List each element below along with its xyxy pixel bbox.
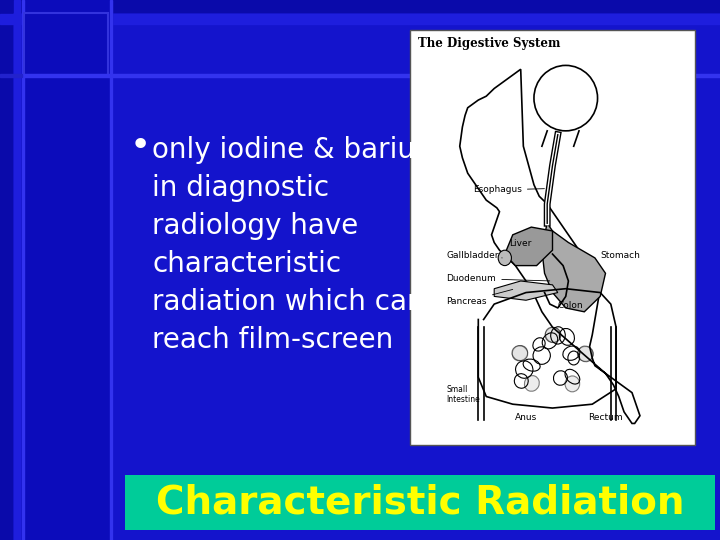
Ellipse shape xyxy=(578,346,593,362)
Ellipse shape xyxy=(577,347,593,361)
Text: Pancreas: Pancreas xyxy=(446,289,513,306)
Ellipse shape xyxy=(565,376,580,392)
Text: Small
Intestine: Small Intestine xyxy=(446,385,480,404)
Text: reach film-screen: reach film-screen xyxy=(152,326,393,354)
Polygon shape xyxy=(542,223,606,312)
Bar xyxy=(110,0,112,540)
Text: The Digestive System: The Digestive System xyxy=(418,37,560,51)
Bar xyxy=(24,13,108,75)
Text: characteristic: characteristic xyxy=(152,250,341,278)
Bar xyxy=(0,14,720,24)
Ellipse shape xyxy=(545,327,561,342)
Ellipse shape xyxy=(524,376,539,392)
Text: •: • xyxy=(130,129,151,163)
Bar xyxy=(0,0,720,12)
Bar xyxy=(0,0,12,540)
Text: Stomach: Stomach xyxy=(600,251,640,260)
Bar xyxy=(125,475,715,530)
Ellipse shape xyxy=(545,327,561,342)
Ellipse shape xyxy=(512,346,528,361)
Bar xyxy=(0,74,22,77)
Text: only iodine & barium: only iodine & barium xyxy=(152,136,442,164)
Bar xyxy=(112,74,720,77)
Ellipse shape xyxy=(512,346,528,361)
Polygon shape xyxy=(494,281,558,300)
Text: Gallbladder: Gallbladder xyxy=(446,251,502,260)
Text: in diagnostic: in diagnostic xyxy=(152,174,329,202)
Text: Rectum: Rectum xyxy=(588,413,623,422)
Polygon shape xyxy=(505,227,552,266)
Bar xyxy=(22,74,112,77)
Text: Characteristic Radiation: Characteristic Radiation xyxy=(156,483,684,522)
Text: Liver: Liver xyxy=(510,239,532,248)
Text: Anus: Anus xyxy=(515,413,537,422)
Text: radiation which can: radiation which can xyxy=(152,288,425,316)
Text: radiology have: radiology have xyxy=(152,212,359,240)
Bar xyxy=(22,0,112,540)
Bar xyxy=(410,30,695,445)
Text: Duodenum: Duodenum xyxy=(446,274,550,283)
Text: Colon: Colon xyxy=(558,301,583,310)
Ellipse shape xyxy=(498,250,511,266)
Bar xyxy=(14,0,20,540)
Bar xyxy=(22,0,24,540)
Text: Esophagus: Esophagus xyxy=(473,185,544,194)
